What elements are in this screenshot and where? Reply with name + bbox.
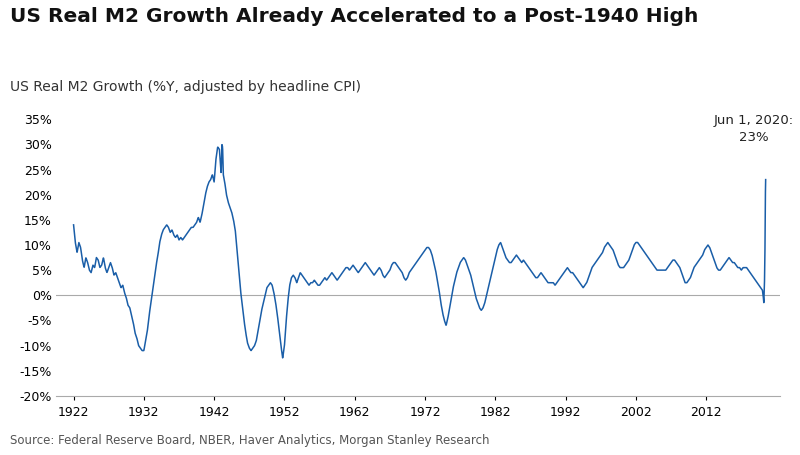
- Text: US Real M2 Growth Already Accelerated to a Post-1940 High: US Real M2 Growth Already Accelerated to…: [10, 7, 698, 26]
- Text: Source: Federal Reserve Board, NBER, Haver Analytics, Morgan Stanley Research: Source: Federal Reserve Board, NBER, Hav…: [10, 434, 489, 447]
- Text: Jun 1, 2020:
23%: Jun 1, 2020: 23%: [714, 114, 794, 144]
- Text: US Real M2 Growth (%Y, adjusted by headline CPI): US Real M2 Growth (%Y, adjusted by headl…: [10, 80, 361, 94]
